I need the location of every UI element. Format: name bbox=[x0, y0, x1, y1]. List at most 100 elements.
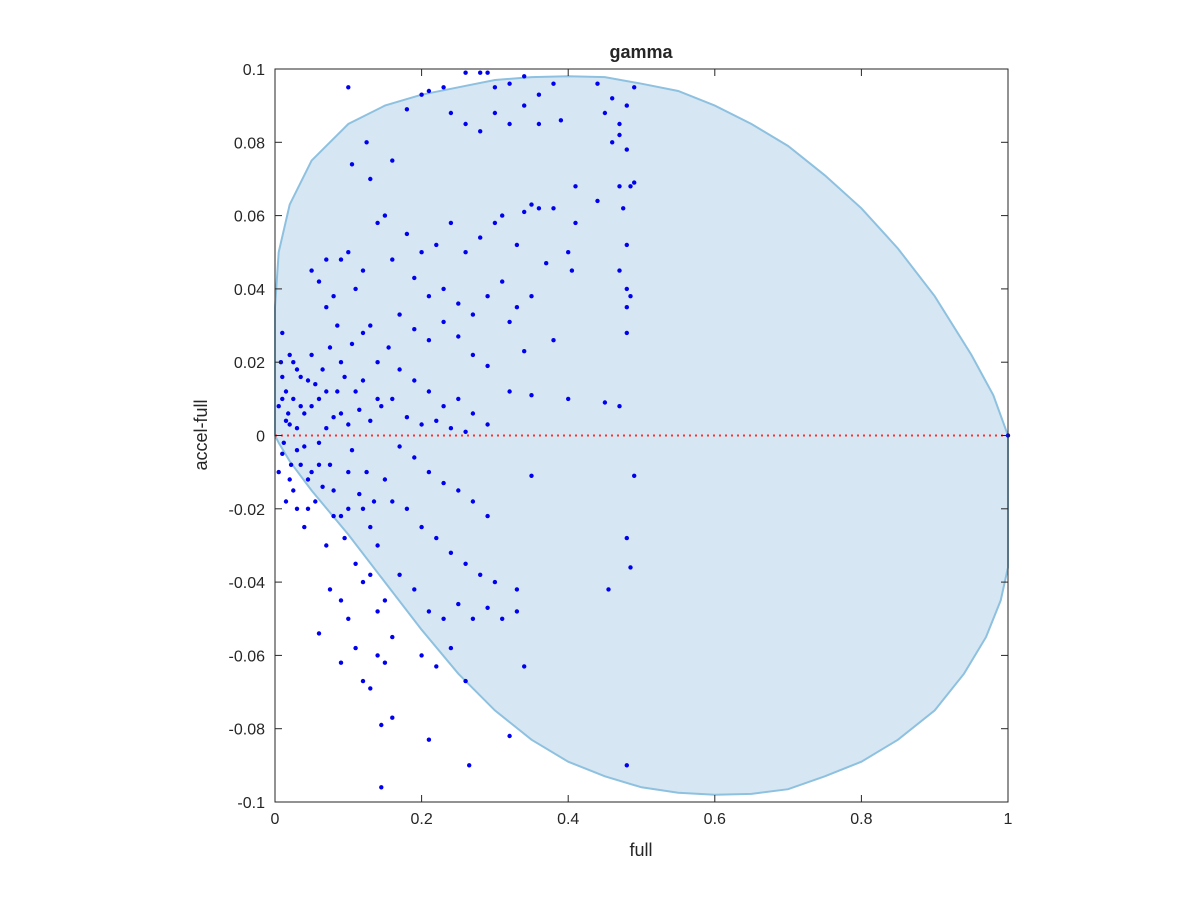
data-point bbox=[595, 81, 600, 86]
data-point bbox=[412, 455, 417, 460]
data-point bbox=[448, 220, 454, 226]
data-point bbox=[441, 286, 446, 292]
data-point bbox=[298, 374, 303, 380]
data-point bbox=[353, 645, 358, 651]
data-point bbox=[379, 404, 384, 409]
x-tick-label: 1 bbox=[1004, 811, 1013, 828]
data-point bbox=[386, 345, 391, 350]
data-point bbox=[412, 378, 417, 383]
data-point bbox=[485, 363, 490, 369]
data-point bbox=[492, 220, 498, 226]
data-point bbox=[419, 422, 424, 427]
data-point bbox=[419, 524, 424, 530]
data-point bbox=[536, 206, 542, 211]
data-point bbox=[324, 257, 329, 262]
data-point bbox=[390, 257, 395, 262]
data-point bbox=[294, 367, 300, 372]
y-tick-label: -0.02 bbox=[229, 502, 266, 519]
data-point bbox=[529, 393, 534, 398]
data-point bbox=[456, 334, 461, 339]
data-point bbox=[485, 513, 490, 519]
data-point bbox=[628, 565, 633, 570]
data-point bbox=[320, 367, 325, 372]
x-tick-label: 0.2 bbox=[410, 811, 432, 828]
data-point bbox=[349, 448, 355, 453]
data-point bbox=[551, 338, 556, 343]
data-point bbox=[390, 158, 395, 163]
data-point bbox=[371, 499, 377, 504]
data-point bbox=[522, 209, 527, 215]
data-point bbox=[375, 396, 380, 402]
data-point bbox=[624, 286, 629, 292]
data-point bbox=[346, 422, 351, 427]
data-point bbox=[360, 330, 366, 336]
y-tick-label: 0.04 bbox=[234, 282, 265, 299]
data-point bbox=[316, 396, 322, 402]
data-point bbox=[624, 305, 629, 310]
data-point bbox=[331, 415, 336, 420]
data-point bbox=[617, 404, 622, 409]
data-point bbox=[412, 587, 417, 592]
data-point bbox=[551, 206, 556, 211]
data-point bbox=[294, 506, 300, 511]
data-point bbox=[291, 360, 296, 365]
data-point bbox=[470, 352, 476, 358]
data-point bbox=[342, 535, 347, 541]
data-point bbox=[338, 598, 344, 603]
y-tick-label: -0.1 bbox=[237, 795, 265, 812]
data-point bbox=[434, 242, 439, 248]
data-point bbox=[335, 389, 340, 394]
data-point bbox=[507, 389, 512, 394]
data-point bbox=[507, 121, 512, 127]
data-point bbox=[379, 722, 384, 728]
data-point bbox=[621, 206, 626, 211]
data-point bbox=[375, 653, 380, 658]
data-point bbox=[298, 404, 303, 409]
data-point bbox=[364, 469, 369, 475]
data-point bbox=[283, 499, 289, 504]
data-point bbox=[294, 426, 300, 431]
data-point bbox=[632, 473, 637, 478]
data-point bbox=[291, 396, 296, 402]
y-axis-label: accel-full bbox=[191, 399, 211, 470]
data-point bbox=[551, 81, 556, 86]
data-point bbox=[368, 418, 373, 423]
data-point bbox=[316, 440, 322, 445]
data-point bbox=[327, 345, 333, 350]
data-point bbox=[338, 660, 344, 665]
data-point bbox=[558, 118, 564, 123]
data-point bbox=[470, 616, 476, 621]
data-point bbox=[382, 660, 388, 665]
data-point bbox=[346, 616, 351, 621]
data-point bbox=[419, 250, 424, 255]
y-tick-label: -0.06 bbox=[229, 648, 266, 665]
data-point bbox=[606, 587, 611, 592]
data-point bbox=[349, 341, 355, 347]
data-point bbox=[324, 389, 329, 394]
data-point bbox=[309, 268, 314, 273]
data-point bbox=[302, 524, 307, 530]
data-point bbox=[368, 176, 373, 182]
data-point bbox=[478, 129, 483, 134]
data-point bbox=[610, 96, 615, 101]
data-point bbox=[412, 327, 417, 332]
data-point bbox=[456, 488, 461, 493]
x-tick-label: 0.8 bbox=[850, 811, 872, 828]
data-point bbox=[397, 312, 402, 317]
data-point bbox=[485, 422, 490, 427]
x-tick-label: 0.4 bbox=[557, 811, 579, 828]
data-point bbox=[382, 598, 388, 603]
data-point bbox=[305, 378, 311, 383]
data-point bbox=[426, 88, 432, 94]
data-point bbox=[342, 374, 347, 380]
data-point bbox=[434, 664, 439, 669]
data-point bbox=[360, 579, 366, 585]
data-point bbox=[335, 323, 340, 328]
data-point bbox=[602, 400, 608, 405]
data-point bbox=[434, 535, 439, 541]
data-point bbox=[338, 360, 344, 365]
data-point bbox=[286, 411, 291, 416]
data-point bbox=[485, 294, 490, 299]
data-point bbox=[463, 678, 468, 684]
